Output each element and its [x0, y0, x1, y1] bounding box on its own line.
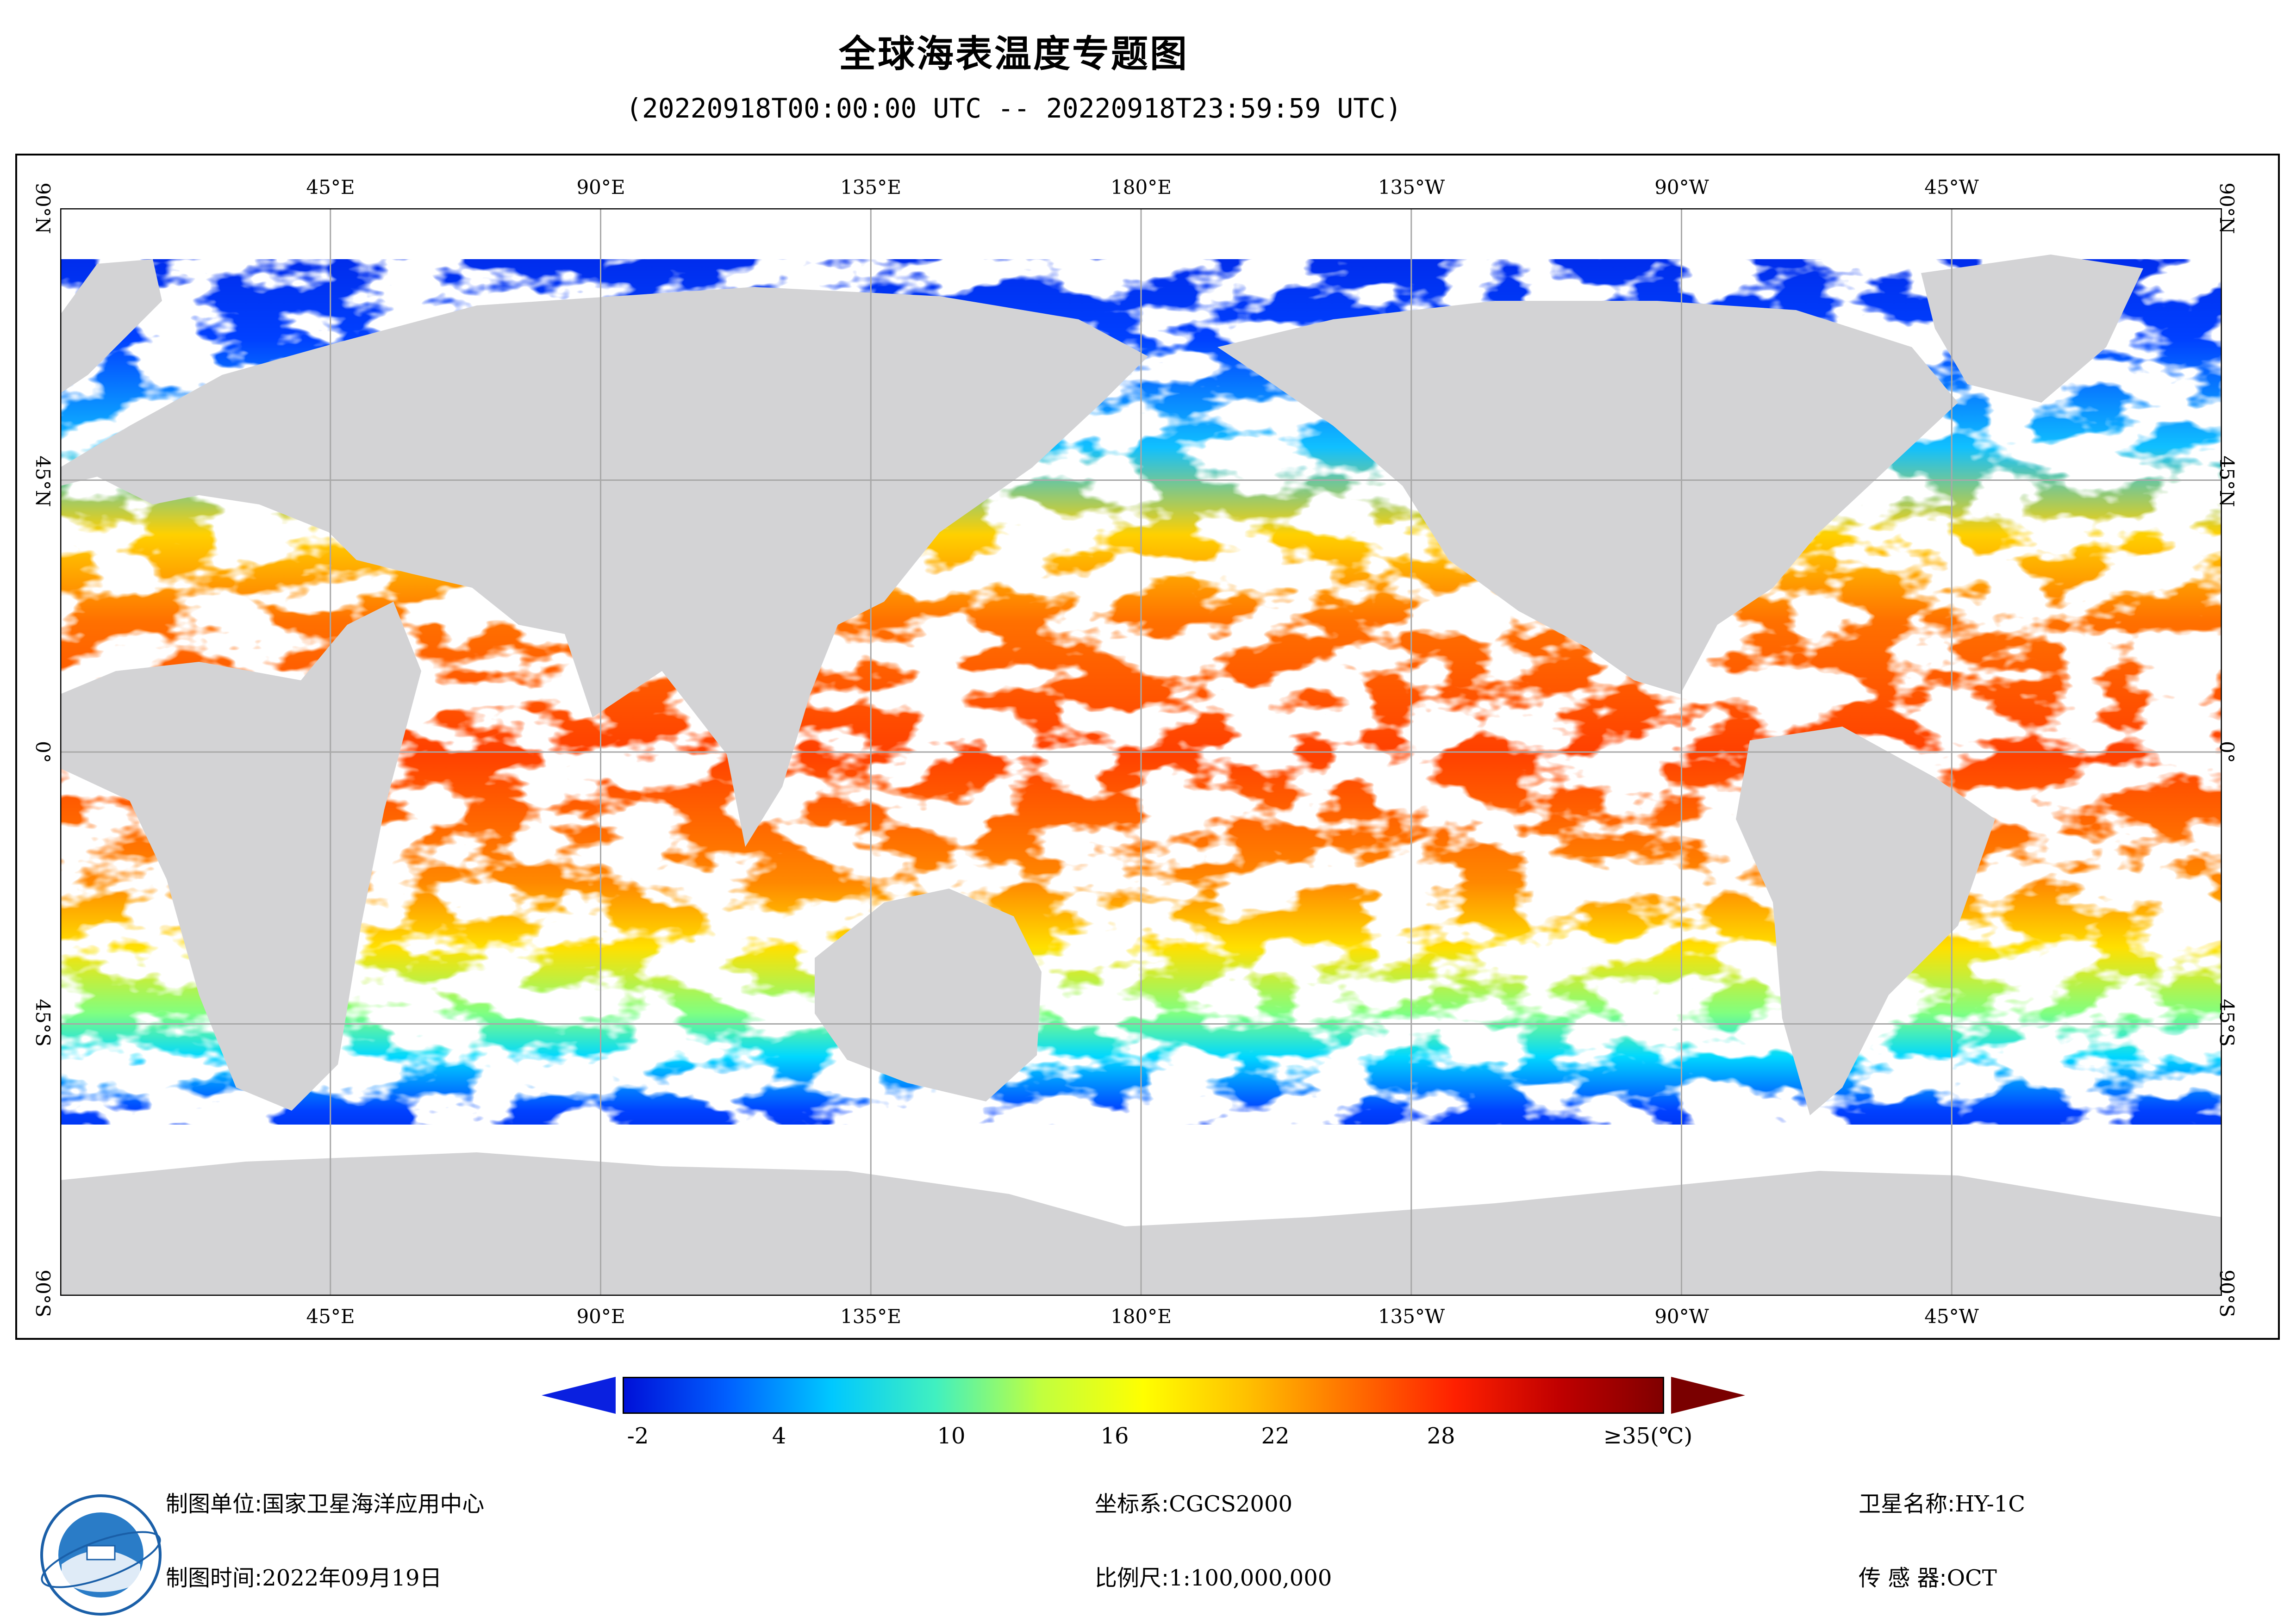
lat-text: 90°S: [31, 1269, 54, 1318]
agency-label: 制图单位:: [166, 1491, 262, 1517]
info-satellite: 卫星名称:HY-1C: [1859, 1486, 2025, 1518]
over-arrow-shape: [1671, 1377, 1745, 1414]
eurasia-land: [60, 287, 1148, 847]
legend-label: -2: [627, 1423, 649, 1449]
lat-text: 45°S: [2215, 999, 2238, 1047]
lon-label-bottom-45e: 45°E: [306, 1305, 355, 1328]
map-time-range: (20220918T00:00:00 UTC -- 20220918T23:59…: [625, 93, 1402, 124]
legend-label: ≥35(℃): [1603, 1423, 1693, 1449]
lon-label-top-135w: 135°W: [1378, 176, 1445, 199]
lat-text: 45°N: [31, 455, 54, 507]
lat-text: 90°S: [2215, 1269, 2238, 1318]
map-border: [60, 208, 2222, 1296]
lon-label-bottom-135e: 135°E: [840, 1305, 901, 1328]
lon-label-top-45w: 45°W: [1924, 176, 1979, 199]
scale-value: 1:100,000,000: [1169, 1565, 1332, 1591]
legend-over-arrow: [1671, 1377, 1745, 1414]
date-label: 制图时间:: [166, 1565, 262, 1591]
lat-text: 45°N: [2215, 455, 2238, 507]
lon-label-top-135e: 135°E: [840, 176, 901, 199]
legend-label: 28: [1427, 1423, 1455, 1449]
info-crs: 坐标系:CGCS2000: [1095, 1486, 1292, 1518]
lon-label-bottom-180e: 180°E: [1111, 1305, 1172, 1328]
lat-text: 0°: [31, 741, 54, 763]
agency-value: 国家卫星海洋应用中心: [262, 1491, 485, 1517]
greenland-land: [1921, 255, 2143, 403]
legend-label: 22: [1261, 1423, 1290, 1449]
legend-label: 10: [937, 1423, 966, 1449]
lat-text: 90°N: [31, 182, 54, 234]
crs-value: CGCS2000: [1169, 1491, 1293, 1517]
europe-north-land: [60, 259, 162, 393]
scale-label: 比例尺:: [1095, 1565, 1169, 1591]
lon-label-bottom-90e: 90°E: [576, 1305, 625, 1328]
sensor-label: 传 感 器:: [1859, 1565, 1947, 1591]
date-value: 2022年09月19日: [262, 1565, 442, 1591]
satellite-value: HY-1C: [1955, 1491, 2025, 1517]
info-date: 制图时间:2022年09月19日: [166, 1560, 442, 1592]
nsoas-logo: [40, 1494, 162, 1616]
graticule: [60, 208, 2222, 1296]
info-sensor: 传 感 器:OCT: [1859, 1560, 1997, 1592]
under-arrow-shape: [542, 1377, 616, 1414]
sst-map: [60, 208, 2222, 1296]
info-scale: 比例尺:1:100,000,000: [1095, 1560, 1332, 1592]
legend-label: 4: [772, 1423, 786, 1449]
lon-label-top-180e: 180°E: [1111, 176, 1172, 199]
legend-under-arrow: [542, 1377, 616, 1414]
map-frame: [15, 154, 2280, 1340]
info-agency: 制图单位:国家卫星海洋应用中心: [166, 1486, 484, 1518]
lon-label-bottom-90w: 90°W: [1654, 1305, 1709, 1328]
crs-label: 坐标系:: [1095, 1491, 1169, 1517]
legend-colorbar: [623, 1377, 1664, 1414]
legend-label: 16: [1100, 1423, 1129, 1449]
lat-text: 0°: [2215, 741, 2238, 763]
indochina-land: [704, 625, 792, 791]
lon-label-top-90e: 90°E: [576, 176, 625, 199]
satellite-label: 卫星名称:: [1859, 1491, 1955, 1517]
sensor-value: OCT: [1947, 1565, 1997, 1591]
lat-text: 45°S: [31, 999, 54, 1047]
lon-label-bottom-135w: 135°W: [1378, 1305, 1445, 1328]
lon-label-bottom-45w: 45°W: [1924, 1305, 1979, 1328]
lon-label-top-45e: 45°E: [306, 176, 355, 199]
lon-label-top-90w: 90°W: [1654, 176, 1709, 199]
north-america-land: [1217, 301, 1958, 694]
map-title: 全球海表温度专题图: [839, 32, 1189, 75]
lat-text: 90°N: [2215, 182, 2238, 234]
south-america-land: [1736, 727, 1995, 1115]
